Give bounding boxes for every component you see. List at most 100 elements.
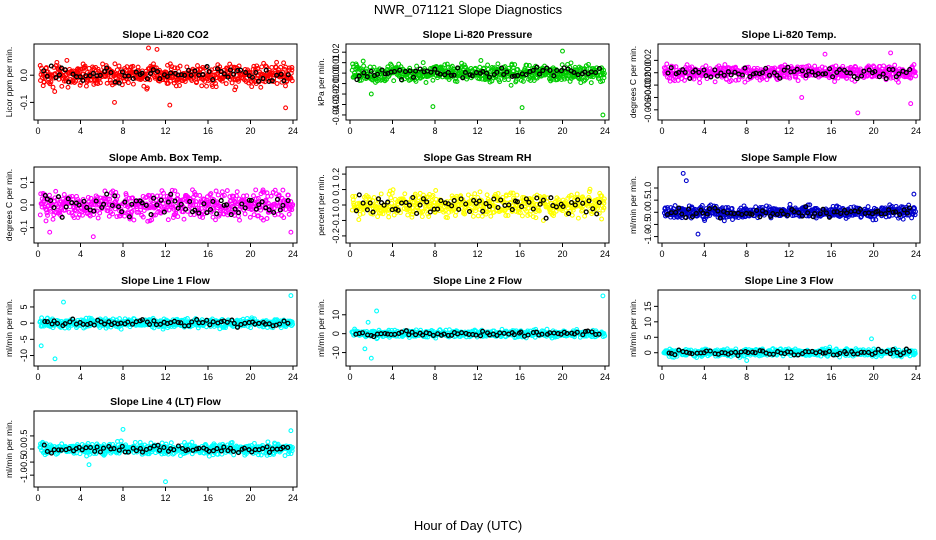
x-tick-label: 16 — [515, 126, 525, 136]
reference-point — [682, 69, 688, 75]
data-point — [168, 204, 174, 210]
x-tick-label: 24 — [911, 126, 921, 136]
reference-point — [139, 200, 145, 206]
data-point — [224, 188, 230, 194]
data-point — [389, 63, 394, 68]
data-point — [414, 63, 420, 69]
data-point — [97, 210, 103, 216]
x-tick-label: 20 — [557, 126, 567, 136]
outlier-point — [38, 343, 44, 349]
reference-point — [410, 74, 417, 80]
reference-point — [498, 197, 504, 203]
data-point — [193, 199, 199, 205]
data-point — [53, 188, 59, 194]
reference-point — [263, 205, 269, 211]
reference-point — [76, 202, 82, 208]
data-point — [61, 192, 67, 197]
x-tick-label: 20 — [245, 372, 255, 382]
x-tick-label: 16 — [203, 249, 213, 259]
reference-point — [747, 74, 753, 80]
reference-point — [256, 202, 262, 208]
data-point — [154, 193, 160, 199]
x-tick-label: 8 — [432, 249, 437, 259]
data-point — [795, 78, 801, 84]
x-tick-label: 24 — [288, 126, 298, 136]
reference-point — [93, 198, 99, 204]
data-point — [391, 78, 397, 84]
reference-point — [360, 200, 366, 206]
data-point — [82, 63, 88, 69]
reference-point — [494, 69, 500, 75]
data-point — [356, 217, 362, 223]
data-point — [66, 209, 72, 215]
y-tick-label: 0.1 — [19, 176, 29, 189]
data-point — [130, 81, 136, 87]
y-tick-label: 1.0 — [643, 182, 653, 195]
data-point — [599, 216, 605, 222]
reference-point — [157, 76, 163, 82]
y-tick-label: 0.002 — [643, 49, 653, 72]
x-tick-label: 4 — [702, 249, 707, 259]
data-points — [661, 50, 919, 116]
reference-point — [449, 203, 455, 209]
reference-point — [421, 69, 427, 75]
reference-point — [385, 199, 391, 205]
reference-point — [445, 69, 451, 75]
reference-point — [232, 206, 238, 212]
data-point — [229, 201, 234, 207]
data-point — [600, 207, 606, 213]
data-point — [697, 80, 703, 86]
y-tick-label: -0.1 — [19, 220, 29, 236]
reference-point — [179, 72, 185, 78]
data-point — [433, 188, 439, 193]
data-point — [430, 77, 436, 83]
reference-point — [154, 202, 160, 208]
data-point — [63, 78, 69, 84]
data-point — [229, 80, 235, 86]
reference-point — [718, 70, 724, 76]
reference-point — [519, 204, 525, 210]
x-tick-label: 12 — [472, 126, 482, 136]
outlier-point — [799, 95, 805, 100]
reference-point — [161, 209, 167, 215]
reference-point — [200, 72, 206, 78]
reference-point — [486, 203, 493, 209]
data-points — [661, 170, 918, 237]
data-point — [391, 212, 397, 218]
data-point — [419, 214, 425, 220]
data-point — [586, 189, 592, 195]
data-point — [420, 209, 426, 214]
data-point — [85, 194, 91, 200]
reference-point — [41, 68, 47, 74]
reference-point — [104, 191, 110, 197]
figure-title: NWR_071121 Slope Diagnostics — [374, 2, 563, 17]
reference-point — [847, 70, 853, 76]
data-point — [250, 66, 256, 72]
reference-point — [437, 71, 443, 77]
data-point — [182, 79, 188, 84]
reference-point — [696, 69, 702, 75]
data-point — [449, 193, 455, 199]
reference-point — [547, 67, 553, 74]
reference-point — [143, 202, 149, 208]
x-tick-label: 8 — [744, 249, 749, 259]
reference-point — [368, 68, 374, 74]
y-tick-label: -10 — [331, 346, 341, 359]
outlier-point — [52, 356, 58, 362]
reference-point — [285, 72, 291, 78]
data-point — [787, 75, 793, 81]
reference-point — [560, 203, 566, 210]
data-point — [205, 199, 211, 205]
data-point — [269, 64, 275, 70]
data-point — [832, 79, 838, 84]
reference-point — [382, 71, 388, 77]
reference-point — [703, 73, 709, 79]
panel-title: Slope Gas Stream RH — [424, 152, 532, 164]
panel-title: Slope Li-820 Temp. — [742, 29, 837, 41]
data-point — [199, 83, 205, 89]
data-point — [237, 217, 242, 223]
data-point — [256, 213, 261, 219]
data-point — [45, 212, 50, 218]
data-point — [530, 214, 536, 220]
